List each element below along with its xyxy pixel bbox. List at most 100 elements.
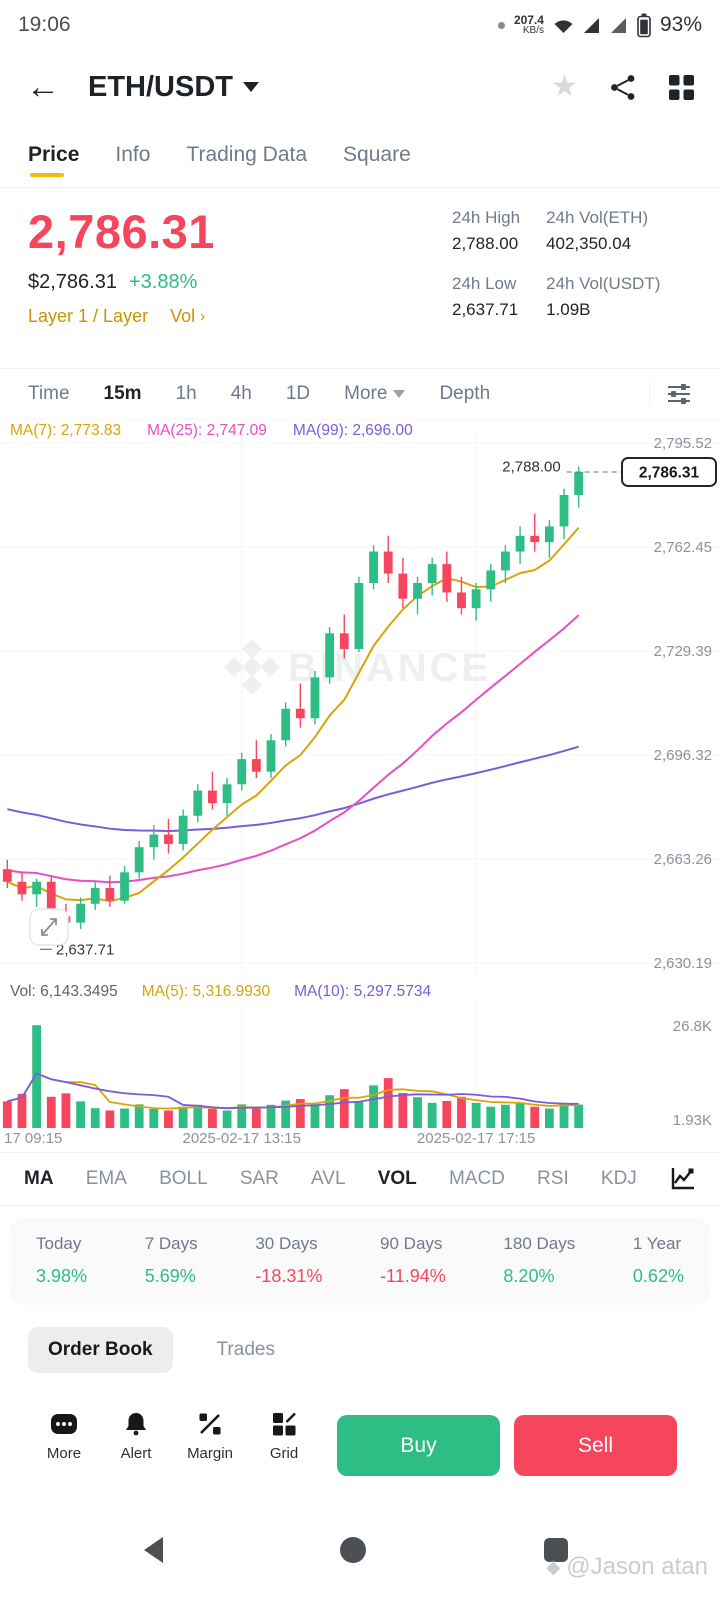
candlestick-chart[interactable]: 2,795.52 2,762.45 2,729.39 2,696.32 2,663.26…: [0, 420, 720, 980]
tf-more[interactable]: More: [344, 383, 406, 405]
favorite-star-icon[interactable]: ★: [551, 70, 578, 103]
tab-order-book[interactable]: Order Book: [28, 1327, 173, 1373]
indicator-sar[interactable]: SAR: [239, 1168, 279, 1189]
volume-axis-label: 26.8K: [673, 1018, 712, 1035]
credit-watermark: ◆ @Jason atan: [546, 1553, 708, 1580]
chevron-down-icon: [243, 82, 259, 92]
ma-line: [6, 526, 580, 903]
tf-15m[interactable]: 15m: [103, 383, 142, 404]
margin-button[interactable]: Margin: [174, 1411, 246, 1462]
tf-4h[interactable]: 4h: [230, 383, 252, 404]
tf-1h[interactable]: 1h: [175, 383, 197, 404]
cell-signal-icon: [583, 17, 599, 33]
perf-90d: 90 Days -11.94%: [380, 1234, 446, 1286]
indicator-kdj[interactable]: KDJ: [600, 1168, 637, 1189]
ma-line: [7, 614, 580, 884]
indicator-vol[interactable]: VOL: [377, 1168, 417, 1189]
indicator-macd[interactable]: MACD: [448, 1168, 505, 1189]
tab-price[interactable]: Price: [28, 127, 79, 185]
alert-button[interactable]: Alert: [100, 1411, 172, 1462]
perf-7d: 7 Days 5.69%: [144, 1234, 198, 1286]
indicator-avl[interactable]: AVL: [311, 1168, 346, 1189]
tab-square[interactable]: Square: [343, 142, 411, 166]
perf-180d: 180 Days 8.20%: [503, 1234, 576, 1286]
stat-24h-vol-eth: 24h Vol(ETH) 402,350.04: [546, 208, 649, 253]
price-panel: 2,786.31 $2,786.31 +3.88% Layer 1 / Laye…: [0, 188, 720, 368]
chart-area: MA(7): 2,773.83 MA(25): 2,747.09 MA(99):…: [0, 420, 720, 1152]
grid-menu-icon[interactable]: [669, 74, 694, 100]
tf-depth[interactable]: Depth: [439, 383, 491, 404]
ma99-legend: MA(99): 2,696.00: [292, 422, 413, 439]
tab-trading-data[interactable]: Trading Data: [186, 142, 308, 166]
x-label-3: 2025-02-17 17:15: [416, 1130, 536, 1147]
change-percent: +3.88%: [128, 271, 198, 293]
ma-legend: MA(7): 2,773.83 MA(25): 2,747.09 MA(99):…: [10, 422, 413, 440]
nav-home-icon[interactable]: [340, 1537, 366, 1563]
grid-button[interactable]: Grid: [248, 1411, 320, 1462]
indicator-ema[interactable]: EMA: [85, 1168, 127, 1189]
perf-today: Today 3.98%: [36, 1234, 88, 1286]
timeframe-bar: Time 15m 1h 4h 1D More Depth: [0, 368, 720, 420]
performance-card: Today 3.98% 7 Days 5.69% 30 Days -18.31% 90…: [10, 1218, 710, 1305]
indicator-boll[interactable]: BOLL: [159, 1168, 208, 1189]
stat-24h-low: 24h Low 2,637.71: [452, 274, 519, 319]
vol-value: Vol: 6,143.3495: [10, 983, 118, 1000]
current-price-box: [621, 456, 717, 487]
more-ellipsis-icon: [51, 1414, 77, 1434]
wifi-icon: [554, 19, 573, 33]
volume-legend: Vol: 6,143.3495 MA(5): 5,316.9930 MA(10)…: [10, 980, 431, 1004]
battery-percent: 93%: [659, 13, 702, 36]
volume-chart[interactable]: 26.8K 1.93K: [0, 1004, 720, 1130]
vol-ma10-legend: MA(10): 5,297.5734: [294, 983, 432, 1000]
diamond-logo-icon: ◆: [546, 1556, 561, 1577]
price-axis-label: 2,795.52: [654, 435, 712, 452]
active-tab-underline: [30, 172, 64, 177]
percent-icon: [199, 1413, 221, 1435]
price-axis-label: 2,696.32: [654, 747, 712, 764]
volume-ma-line: [7, 1072, 579, 1110]
cell-signal2-icon: [610, 17, 626, 33]
nav-recents-icon[interactable]: [544, 1538, 568, 1562]
perf-1y: 1 Year 0.62%: [632, 1234, 684, 1286]
actions-row: More Alert Margin Grid: [0, 1389, 720, 1501]
ma7-legend: MA(7): 2,773.83: [10, 422, 122, 439]
tf-time[interactable]: Time: [28, 383, 70, 404]
volume-axis-label: 1.93K: [673, 1112, 712, 1129]
stats-24h: 24h High 2,788.00 24h Low 2,637.71 24h V…: [452, 208, 710, 320]
tab-info[interactable]: Info: [115, 142, 151, 166]
bell-icon: [126, 1413, 146, 1436]
svg-text:BINANCE: BINANCE: [288, 646, 491, 690]
price-axis-label: 2,663.26: [654, 851, 712, 868]
expand-chart-button[interactable]: [29, 908, 69, 946]
divider: [649, 382, 650, 406]
tab-trades[interactable]: Trades: [216, 1339, 275, 1360]
stat-24h-vol-usdt: 24h Vol(USDT) 1.09B: [546, 274, 661, 319]
price-axis-label: 2,729.39: [654, 643, 712, 660]
x-label-2: 2025-02-17 13:15: [182, 1130, 301, 1147]
price-axis-label: 2,630.19: [654, 955, 712, 972]
share-icon[interactable]: [610, 74, 637, 101]
tf-1d[interactable]: 1D: [285, 383, 311, 404]
indicator-rsi[interactable]: RSI: [537, 1168, 569, 1189]
pair-title: ETH/USDT: [88, 70, 233, 103]
chart-settings-icon[interactable]: [666, 383, 692, 405]
notification-dot-icon: [497, 21, 505, 29]
chevron-down-icon: [393, 390, 406, 398]
volume-ma-line: [7, 1072, 579, 1110]
page-tabs: Price Info Trading Data Square: [0, 124, 720, 188]
ma-line: [7, 745, 579, 832]
volume-bars: [2, 1025, 584, 1128]
back-arrow-icon[interactable]: ←: [26, 68, 60, 106]
vol-ma5-legend: MA(5): 5,316.9930: [141, 983, 271, 1000]
grid-trading-icon: [273, 1412, 296, 1436]
indicator-ma[interactable]: MA: [24, 1168, 54, 1189]
pair-selector[interactable]: ETH/USDT: [88, 71, 259, 104]
category-tags-link[interactable]: Layer 1 / Layer: [28, 306, 149, 326]
vol-rank-link[interactable]: Vol ›: [170, 306, 206, 326]
buy-button[interactable]: Buy: [337, 1415, 500, 1476]
more-button[interactable]: More: [28, 1411, 100, 1462]
sell-button[interactable]: Sell: [514, 1415, 677, 1476]
indicator-chart-icon[interactable]: [669, 1166, 696, 1192]
nav-back-icon[interactable]: [142, 1536, 164, 1564]
